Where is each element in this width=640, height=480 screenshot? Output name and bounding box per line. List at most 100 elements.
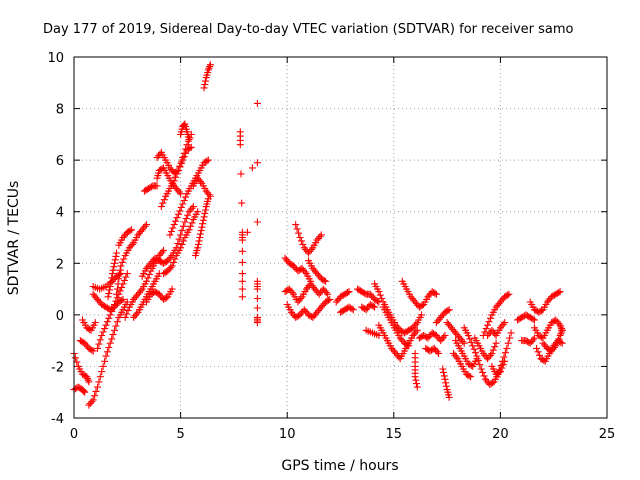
data-point (89, 396, 97, 404)
data-point (122, 273, 130, 281)
data-point (477, 365, 485, 373)
data-point (339, 291, 347, 299)
data-point (153, 182, 161, 190)
data-point (319, 285, 327, 293)
data-point (179, 154, 187, 162)
data-point (79, 387, 87, 394)
data-point (194, 244, 202, 252)
data-point (311, 285, 319, 293)
data-point (529, 315, 537, 323)
data-point (91, 319, 99, 327)
data-point (445, 306, 453, 314)
data-point (116, 266, 124, 274)
x-tick-label: 20 (492, 427, 509, 442)
data-point (182, 193, 190, 201)
data-point (168, 285, 176, 293)
data-point (165, 265, 173, 273)
data-point (501, 349, 509, 357)
data-point (238, 277, 246, 285)
x-tick-label: 15 (386, 427, 403, 442)
data-point (556, 321, 564, 329)
data-point (94, 344, 101, 352)
data-point (403, 341, 411, 349)
data-point (145, 185, 153, 192)
data-point (118, 258, 126, 266)
data-point (243, 228, 251, 236)
data-point (160, 270, 167, 278)
data-point (558, 339, 566, 347)
data-point (123, 270, 131, 278)
data-point (80, 371, 88, 379)
data-point (452, 329, 460, 337)
data-point (440, 333, 447, 341)
data-point (94, 383, 101, 391)
data-point (479, 368, 487, 376)
data-point (159, 199, 167, 207)
data-point (531, 316, 538, 324)
data-point (411, 373, 419, 381)
data-point (167, 264, 175, 272)
data-point (85, 378, 93, 386)
data-point (189, 203, 197, 211)
data-point (300, 266, 307, 274)
data-point (204, 156, 212, 164)
data-point (84, 325, 92, 333)
data-point (538, 333, 546, 341)
data-point (457, 336, 465, 344)
data-point (552, 342, 560, 350)
data-point (164, 267, 172, 275)
y-tick-label: -2 (51, 360, 64, 375)
data-point (119, 234, 127, 241)
data-point (119, 295, 127, 303)
data-point (470, 345, 478, 353)
data-point (109, 331, 117, 339)
data-point (253, 285, 261, 293)
data-point (184, 211, 192, 219)
data-point (305, 249, 312, 257)
data-point (107, 278, 115, 286)
data-point (106, 286, 113, 294)
data-point (305, 311, 312, 319)
data-point (465, 372, 473, 380)
data-point (489, 346, 497, 354)
data-point (95, 340, 103, 348)
data-point (113, 285, 121, 293)
data-point (291, 264, 299, 272)
data-point (196, 234, 204, 241)
data-point (557, 323, 565, 331)
data-point (143, 221, 150, 229)
data-point (124, 307, 132, 315)
data-point (498, 296, 506, 304)
data-point (175, 210, 182, 218)
data-point (198, 223, 206, 231)
data-point (105, 344, 113, 351)
data-point (324, 290, 332, 298)
data-point (531, 306, 538, 314)
data-point (117, 270, 125, 278)
data-point (507, 329, 515, 337)
data-point (405, 342, 413, 350)
data-point (442, 382, 450, 390)
data-point (205, 64, 213, 72)
data-point (179, 200, 187, 208)
data-point (177, 244, 185, 252)
data-point (431, 289, 439, 297)
data-point (525, 313, 533, 321)
data-point (81, 388, 89, 396)
data-point (319, 301, 327, 309)
data-point (140, 224, 148, 232)
data-point (172, 185, 180, 192)
data-point (141, 222, 149, 230)
data-point (558, 328, 565, 336)
data-point (452, 353, 460, 361)
data-point (529, 336, 537, 344)
data-point (118, 296, 126, 304)
data-point (391, 348, 398, 356)
data-point (296, 234, 304, 241)
data-point (194, 240, 202, 248)
data-point (109, 266, 117, 274)
data-point (418, 311, 425, 319)
data-point (167, 228, 175, 235)
data-point (123, 310, 131, 318)
data-point (487, 314, 494, 322)
